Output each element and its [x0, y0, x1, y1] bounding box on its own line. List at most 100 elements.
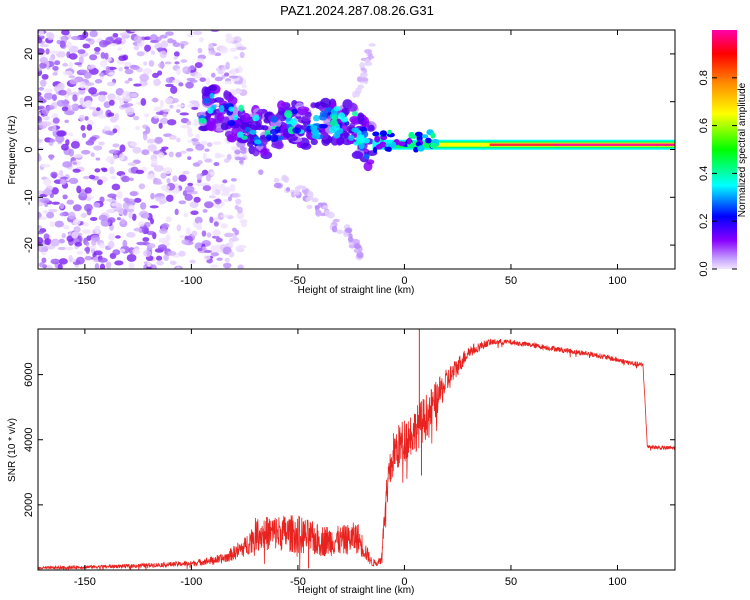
noise-blob: [84, 187, 92, 194]
signal-blob: [236, 131, 244, 138]
noise-blob: [208, 195, 217, 199]
signal-blob: [363, 161, 373, 172]
noise-blob: [85, 38, 92, 42]
noise-blob: [124, 66, 130, 70]
noise-blob: [237, 264, 244, 269]
noise-blob: [52, 117, 60, 124]
snr-marks: [38, 329, 675, 570]
noise-blob: [118, 67, 123, 72]
noise-blob: [59, 212, 66, 217]
signal-blob: [270, 128, 279, 136]
signal-blob: [356, 251, 364, 259]
noise-blob: [193, 196, 201, 203]
signal-blob: [300, 142, 312, 150]
signal-blob: [354, 242, 361, 250]
colorbar-tick-label: 0.2: [698, 214, 710, 229]
noise-blob: [105, 261, 112, 269]
noise-blob: [240, 221, 247, 228]
noise-blob: [101, 168, 108, 173]
noise-blob: [111, 183, 121, 191]
noise-blob: [99, 263, 106, 269]
signal-blob: [361, 77, 369, 82]
noise-blob: [98, 141, 105, 146]
noise-blob: [108, 99, 115, 106]
signal-blob: [328, 126, 338, 134]
signal-blob: [364, 48, 372, 54]
noise-blob: [151, 158, 158, 166]
signal-blob: [356, 76, 363, 83]
noise-blob: [99, 196, 105, 203]
noise-blob: [224, 80, 233, 85]
signal-blob: [331, 225, 338, 233]
signal-blob: [360, 71, 368, 78]
noise-blob: [128, 77, 133, 82]
noise-blob: [201, 230, 207, 237]
noise-blob: [43, 209, 49, 215]
noise-blob: [115, 96, 122, 101]
signal-blob: [351, 151, 364, 159]
noise-blob: [58, 238, 65, 244]
signal-blob: [294, 186, 301, 193]
signal-blob: [367, 124, 375, 132]
noise-blob: [85, 241, 90, 247]
noise-blob: [180, 150, 187, 154]
noise-blob: [143, 249, 152, 258]
y-tick-label: -20: [23, 237, 35, 253]
noise-blob: [104, 130, 113, 136]
noise-blob: [130, 141, 138, 147]
noise-blob: [94, 46, 101, 52]
signal-blob: [324, 209, 330, 217]
noise-blob: [189, 100, 199, 104]
signal-blob: [406, 137, 412, 145]
noise-blob: [158, 122, 163, 129]
noise-blob: [107, 93, 116, 101]
noise-blob: [93, 250, 103, 256]
noise-blob: [113, 154, 119, 159]
signal-blob: [308, 192, 314, 199]
noise-blob: [49, 220, 55, 227]
signal-blob: [273, 182, 282, 189]
noise-blob: [187, 126, 193, 135]
snr-x-axis: -150 -100 -50 0 50 100: [74, 329, 627, 588]
noise-blob: [51, 187, 59, 195]
noise-blob: [100, 51, 106, 59]
noise-blob: [202, 208, 208, 213]
noise-blob: [144, 36, 152, 41]
noise-blob: [68, 53, 78, 60]
noise-blob: [163, 254, 169, 262]
noise-blob: [150, 192, 155, 200]
noise-blob: [62, 62, 69, 67]
noise-blob: [69, 78, 79, 85]
noise-blob: [112, 143, 120, 148]
noise-blob: [129, 177, 134, 182]
noise-blob: [198, 37, 204, 43]
noise-blob: [50, 238, 60, 247]
noise-blob: [89, 106, 97, 110]
noise-blob: [142, 213, 150, 219]
noise-blob: [115, 235, 121, 239]
noise-blob: [118, 153, 125, 161]
noise-blob: [50, 171, 58, 178]
noise-blob: [48, 208, 58, 213]
signal-blob: [368, 43, 376, 47]
noise-blob: [156, 47, 166, 51]
noise-blob: [187, 156, 192, 161]
noise-blob: [129, 30, 140, 33]
noise-blob: [146, 230, 156, 236]
signal-blob: [244, 126, 251, 133]
noise-blob: [68, 177, 79, 185]
signal-blob: [209, 92, 215, 99]
noise-blob: [222, 187, 230, 195]
noise-blob: [204, 158, 213, 163]
signal-blob: [336, 136, 345, 146]
noise-blob: [223, 199, 229, 203]
signal-blob: [301, 114, 311, 122]
noise-blob: [167, 250, 177, 256]
noise-blob: [192, 30, 203, 36]
noise-blob: [220, 201, 225, 207]
signal-blob: [261, 125, 269, 131]
noise-blob: [145, 126, 151, 135]
signal-blob: [258, 169, 264, 175]
noise-blob: [64, 110, 75, 116]
